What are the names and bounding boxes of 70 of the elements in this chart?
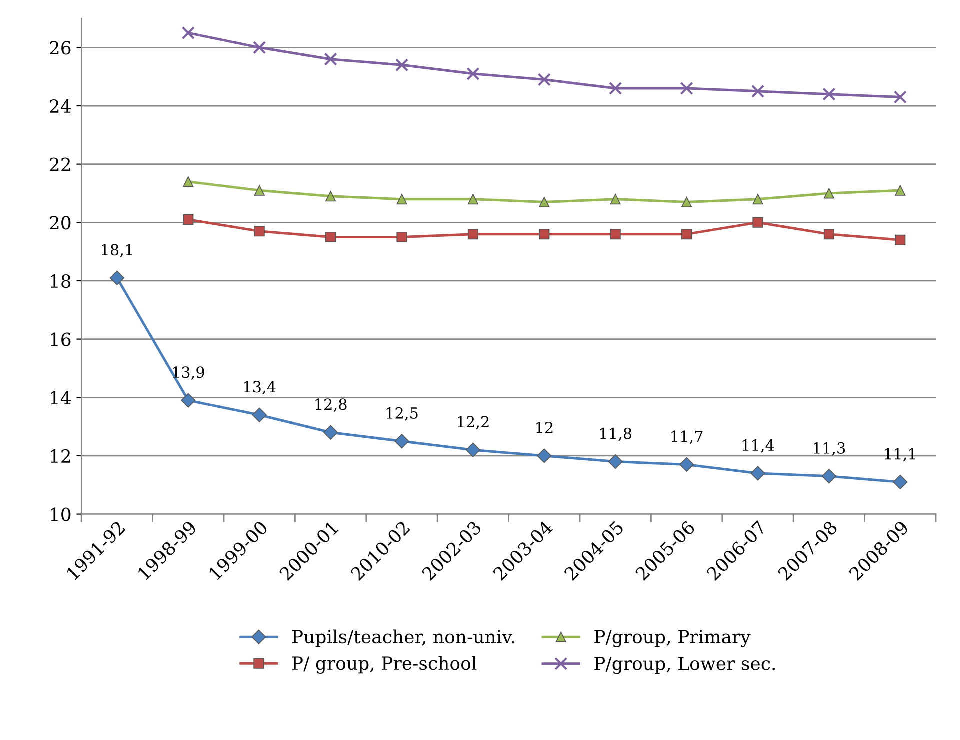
data-label: 12 xyxy=(536,422,553,434)
point xyxy=(824,229,834,240)
point xyxy=(326,191,336,202)
data-label: 11,8 xyxy=(600,428,632,442)
y-tick-label: 26 xyxy=(50,41,71,55)
point xyxy=(608,454,623,470)
point xyxy=(254,185,265,196)
data-label: 11,4 xyxy=(742,440,774,453)
point xyxy=(750,466,766,481)
point xyxy=(752,217,764,228)
y-tick-label: 16 xyxy=(51,332,71,346)
y-tick-label: 22 xyxy=(50,158,70,172)
point xyxy=(183,176,194,188)
point xyxy=(822,88,836,101)
y-tick-label: 20 xyxy=(50,216,71,230)
y-tick-label: 14 xyxy=(51,391,71,404)
point xyxy=(680,457,694,472)
data-label: 11,1 xyxy=(885,448,916,462)
point xyxy=(394,434,410,449)
legend-label: P/group, Primary xyxy=(594,630,751,648)
point xyxy=(894,90,907,104)
point xyxy=(893,474,908,490)
data-label: 18,1 xyxy=(102,244,132,258)
y-tick-label: 18 xyxy=(51,274,71,288)
point xyxy=(539,229,550,240)
data-label: 11,3 xyxy=(814,442,846,456)
point xyxy=(466,67,480,81)
point xyxy=(468,194,478,205)
legend-label: P/group, Lower sec. xyxy=(594,657,776,674)
point xyxy=(183,214,194,226)
point xyxy=(324,425,338,440)
point xyxy=(253,41,266,54)
point xyxy=(254,226,265,237)
point xyxy=(468,229,478,240)
point xyxy=(824,188,834,199)
point xyxy=(822,469,836,484)
point xyxy=(682,196,692,208)
legend-label: P/ group, Pre-school xyxy=(292,656,477,674)
point xyxy=(395,58,409,72)
data-label: 12,2 xyxy=(458,416,489,430)
point xyxy=(181,393,196,408)
data-label: 12,8 xyxy=(316,398,347,412)
point xyxy=(751,84,765,98)
y-tick-label: 10 xyxy=(51,508,71,522)
point xyxy=(396,194,408,205)
point xyxy=(752,194,764,205)
point xyxy=(610,194,621,205)
legend-label: Pupils/teacher, non-univ. xyxy=(292,630,514,648)
point xyxy=(682,229,692,240)
point xyxy=(680,82,694,96)
point xyxy=(324,52,338,66)
y-tick-label: 24 xyxy=(50,99,71,113)
point xyxy=(537,448,552,464)
data-label: 12,5 xyxy=(386,407,418,421)
y-tick-label: 12 xyxy=(51,449,70,463)
point xyxy=(110,270,124,286)
point xyxy=(895,234,906,246)
point xyxy=(609,82,622,96)
point xyxy=(252,408,267,422)
point xyxy=(396,232,408,243)
data-label: 13,9 xyxy=(173,366,204,380)
data-label: 13,4 xyxy=(244,381,276,395)
point xyxy=(895,185,906,196)
point xyxy=(610,229,621,240)
data-label: 11,7 xyxy=(672,430,703,444)
point xyxy=(182,26,195,40)
point xyxy=(538,73,551,86)
point xyxy=(466,442,480,458)
point xyxy=(539,196,550,208)
point xyxy=(326,232,336,243)
